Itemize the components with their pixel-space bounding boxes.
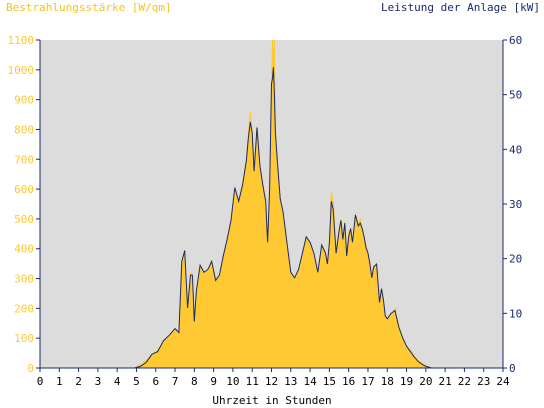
left-tick-label: 0: [27, 362, 34, 375]
right-tick-label: 30: [509, 198, 522, 211]
right-tick-label: 60: [509, 34, 522, 47]
left-tick-label: 600: [14, 183, 34, 196]
x-tick-label: 14: [303, 375, 317, 388]
x-axis-label: Uhrzeit in Stunden: [212, 394, 332, 407]
left-tick-label: 700: [14, 153, 34, 166]
x-tick-label: 19: [400, 375, 413, 388]
x-tick-label: 0: [37, 375, 44, 388]
x-tick-label: 5: [133, 375, 140, 388]
left-axis-label: Bestrahlungsstärke [W/qm]: [6, 1, 172, 14]
x-tick-label: 12: [265, 375, 278, 388]
left-tick-label: 300: [14, 273, 34, 286]
x-tick-label: 13: [284, 375, 297, 388]
x-tick-label: 7: [172, 375, 179, 388]
left-tick-label: 200: [14, 302, 34, 315]
x-tick-label: 11: [246, 375, 259, 388]
right-tick-label: 0: [509, 362, 516, 375]
x-tick-label: 3: [95, 375, 102, 388]
x-tick-label: 18: [381, 375, 394, 388]
left-tick-label: 800: [14, 123, 34, 136]
x-tick-label: 4: [114, 375, 121, 388]
x-tick-label: 2: [75, 375, 82, 388]
x-tick-label: 15: [323, 375, 336, 388]
x-tick-label: 6: [152, 375, 159, 388]
x-tick-label: 24: [496, 375, 510, 388]
x-tick-label: 20: [419, 375, 432, 388]
x-tick-label: 17: [361, 375, 374, 388]
right-tick-label: 50: [509, 89, 522, 102]
x-tick-label: 1: [56, 375, 63, 388]
x-tick-label: 10: [226, 375, 239, 388]
left-tick-label: 500: [14, 213, 34, 226]
x-tick-label: 21: [439, 375, 452, 388]
left-tick-label: 100: [14, 332, 34, 345]
right-tick-label: 10: [509, 307, 522, 320]
left-tick-label: 400: [14, 243, 34, 256]
left-tick-label: 1100: [8, 34, 35, 47]
x-tick-label: 22: [458, 375, 471, 388]
right-tick-label: 40: [509, 143, 522, 156]
x-tick-label: 16: [342, 375, 355, 388]
right-tick-label: 20: [509, 253, 522, 266]
x-tick-label: 23: [477, 375, 490, 388]
series-power-line: [40, 67, 503, 369]
left-tick-label: 900: [14, 94, 34, 107]
x-tick-label: 8: [191, 375, 198, 388]
right-axis-label: Leistung der Anlage [kW]: [381, 1, 540, 14]
x-tick-label: 9: [210, 375, 217, 388]
left-tick-label: 1000: [8, 64, 35, 77]
